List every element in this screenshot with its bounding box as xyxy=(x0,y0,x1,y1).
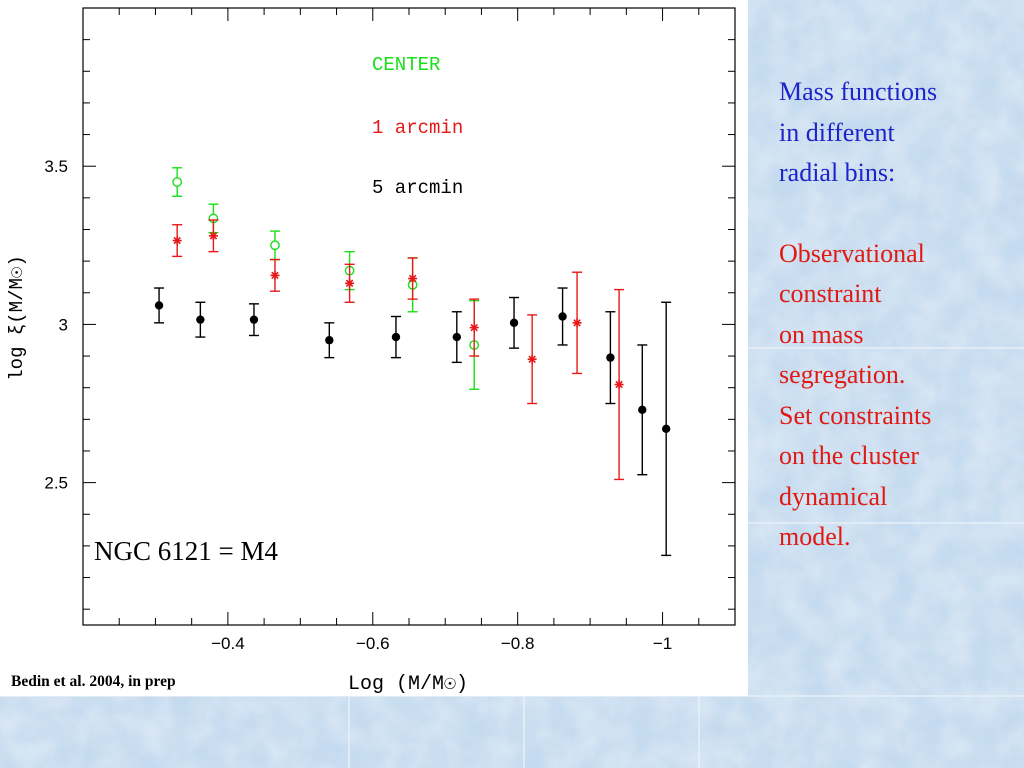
marker-filled-circle xyxy=(196,315,205,324)
sidebar-blue-line-2: in different xyxy=(779,117,895,147)
marker-filled-circle xyxy=(638,405,647,415)
data-point xyxy=(344,263,355,303)
marker-filled-circle xyxy=(661,424,671,434)
y-axis-label: log ξ(M/M☉) xyxy=(6,255,28,380)
marker-filled-circle xyxy=(558,312,567,321)
mass-function-chart: −0.4 −0.6 −0.8 −1 2.5 3 3.5 CENTER 1 arcmin 5 ar… xyxy=(6,7,736,696)
marker-filled-circle xyxy=(452,332,462,342)
data-point xyxy=(469,298,480,357)
marker-open-circle xyxy=(270,240,280,251)
data-point xyxy=(614,288,625,481)
series-1 xyxy=(172,219,625,481)
series-2 xyxy=(154,287,672,557)
x-tick-label: −0.4 xyxy=(211,634,245,653)
figure-panel: −0.4 −0.6 −0.8 −1 2.5 3 3.5 CENTER 1 arcmin 5 ar… xyxy=(0,0,748,696)
legend-entry: 5 arcmin xyxy=(372,177,463,199)
marker-asterisk-stroke xyxy=(271,271,279,280)
marker-filled-circle xyxy=(391,332,401,342)
data-point xyxy=(572,271,583,375)
data-point xyxy=(172,224,183,258)
data-point xyxy=(527,314,538,405)
data-point xyxy=(208,219,219,253)
marker-asterisk-stroke xyxy=(345,279,354,288)
sidebar-red-line-3: on mass xyxy=(779,319,864,349)
data-point xyxy=(637,344,648,476)
axes xyxy=(82,7,736,626)
data-marks xyxy=(154,167,672,557)
data-point xyxy=(269,258,280,292)
sidebar-blue-line-1: Mass functions xyxy=(779,77,938,106)
marker-asterisk-stroke xyxy=(470,323,478,332)
ticks: −0.4 −0.6 −0.8 −1 2.5 3 3.5 xyxy=(44,8,735,653)
x-tick-label: −0.8 xyxy=(501,634,535,653)
marker-asterisk-stroke xyxy=(209,232,218,240)
legend-entry: 1 arcmin xyxy=(372,117,463,139)
marker-asterisk-stroke xyxy=(528,355,536,363)
data-point xyxy=(605,311,616,405)
marker-filled-circle xyxy=(509,318,519,328)
axis-labels: Log (M/M☉) log ξ(M/M☉) xyxy=(6,255,468,696)
marker-asterisk-stroke xyxy=(615,380,623,389)
x-axis-label: Log (M/M☉) xyxy=(348,673,468,696)
sidebar-red-line-2: constraint xyxy=(779,279,882,308)
sidebar-red-line-7: dynamical xyxy=(779,481,888,511)
data-point xyxy=(172,167,183,197)
data-point xyxy=(269,230,280,261)
x-tick-label: −1 xyxy=(653,634,672,653)
y-tick-label: 3.5 xyxy=(44,157,68,176)
plot-frame xyxy=(82,7,736,626)
marker-open-circle xyxy=(172,177,183,187)
marker-filled-circle xyxy=(249,315,259,324)
data-point xyxy=(661,301,672,557)
sidebar-red-line-6: on the cluster xyxy=(779,441,920,470)
sidebar-red-line-1: Observational xyxy=(779,238,925,268)
data-point xyxy=(557,287,568,346)
data-point xyxy=(195,301,206,338)
marker-asterisk-stroke xyxy=(573,319,581,327)
data-point xyxy=(451,311,462,364)
sidebar-red-line-8: model. xyxy=(779,522,851,551)
data-point xyxy=(509,296,520,349)
marker-asterisk-stroke xyxy=(173,236,181,245)
citation: Bedin et al. 2004, in prep xyxy=(11,673,176,690)
data-point xyxy=(154,287,165,324)
data-point xyxy=(407,257,418,300)
data-point xyxy=(248,303,259,337)
marker-filled-circle xyxy=(606,353,615,362)
marker-asterisk-stroke xyxy=(408,274,417,283)
series-0 xyxy=(172,167,480,390)
data-point xyxy=(324,322,335,359)
y-tick-label: 3 xyxy=(59,315,68,334)
legend-entry: CENTER xyxy=(372,54,440,76)
data-point xyxy=(390,315,401,359)
cluster-label: NGC 6121 = M4 xyxy=(94,536,278,566)
x-tick-label: −0.6 xyxy=(356,634,390,653)
sidebar-text: Mass functions in different radial bins:… xyxy=(779,72,1014,558)
marker-filled-circle xyxy=(325,336,334,345)
y-tick-label: 2.5 xyxy=(44,474,68,493)
sidebar-red-line-5: Set constraints xyxy=(779,400,932,430)
marker-filled-circle xyxy=(154,301,164,310)
sidebar-red-line-4: segregation. xyxy=(779,360,906,389)
sidebar-blue-line-3: radial bins: xyxy=(779,158,896,187)
sidebar-gap xyxy=(779,194,1014,234)
legend: CENTER 1 arcmin 5 arcmin xyxy=(372,54,463,199)
